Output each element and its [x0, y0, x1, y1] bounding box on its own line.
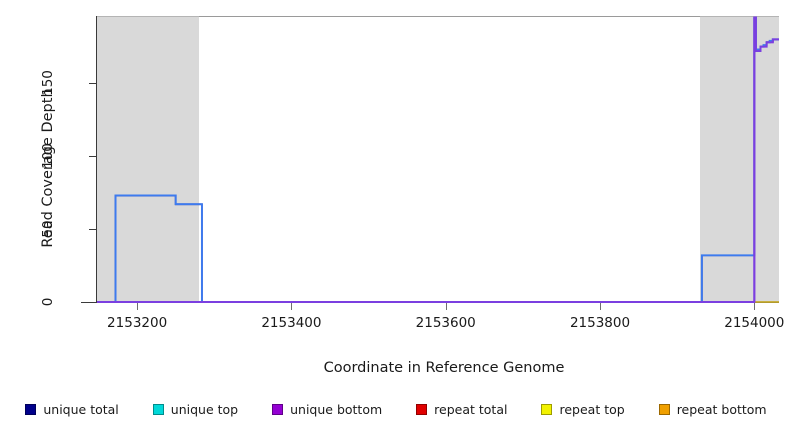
- legend-item-repeat-bottom[interactable]: repeat bottom: [658, 401, 767, 417]
- legend-item-unique-top[interactable]: unique top: [152, 401, 239, 417]
- legend-swatch-icon: [541, 403, 553, 415]
- legend-item-repeat-top[interactable]: repeat top: [541, 401, 625, 417]
- legend-label: unique bottom: [290, 401, 383, 417]
- shaded-region: [700, 16, 779, 302]
- x-tick-label: 2154000: [724, 315, 785, 331]
- y-tick: [89, 302, 96, 303]
- x-axis-title: Coordinate in Reference Genome: [323, 360, 565, 376]
- legend-swatch-icon: [658, 403, 670, 415]
- shaded-region-top-edge: [97, 16, 199, 17]
- legend-item-repeat-total[interactable]: repeat total: [416, 402, 507, 417]
- x-tick: [600, 303, 601, 310]
- y-tick-label: 100: [40, 143, 56, 169]
- y-tick: [89, 229, 96, 230]
- y-tick-label: 150: [40, 70, 56, 96]
- x-tick-label: 2153200: [107, 315, 168, 331]
- plot-top-frame: [97, 16, 779, 17]
- shaded-region: [97, 16, 199, 302]
- y-tick: [89, 156, 96, 157]
- legend: unique total unique top unique bottom repea…: [0, 398, 792, 420]
- x-tick-label: 2153800: [569, 315, 631, 331]
- x-tick-label: 2153600: [415, 315, 476, 331]
- x-tick: [446, 303, 447, 310]
- legend-label: repeat bottom: [676, 401, 767, 417]
- legend-label: repeat top: [559, 401, 625, 417]
- legend-swatch-icon: [152, 403, 164, 415]
- y-axis-line: [96, 16, 97, 303]
- y-tick: [89, 83, 96, 84]
- legend-item-unique-total[interactable]: unique total: [25, 401, 119, 417]
- x-axis-line: [81, 302, 779, 303]
- legend-label: unique top: [170, 401, 239, 417]
- x-tick: [137, 303, 138, 310]
- x-tick-label: 2153400: [261, 315, 322, 331]
- legend-label: unique total: [43, 401, 119, 417]
- legend-swatch-icon: [272, 403, 284, 415]
- legend-swatch-icon: [416, 403, 428, 415]
- shaded-region-top-edge: [700, 16, 779, 17]
- plot-area: [97, 16, 779, 302]
- x-tick: [754, 303, 755, 310]
- y-tick-label: 50: [40, 220, 56, 238]
- legend-item-unique-bottom[interactable]: unique bottom: [272, 402, 382, 417]
- x-tick: [291, 303, 292, 310]
- y-tick-label: 0: [40, 297, 56, 307]
- legend-swatch-icon: [25, 403, 37, 415]
- legend-label: repeat total: [434, 401, 508, 417]
